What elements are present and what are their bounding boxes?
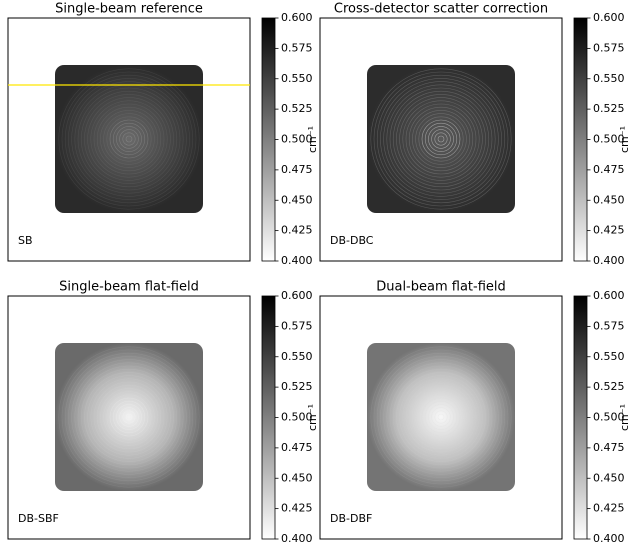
colorbar-tick-label: 0.600 <box>593 289 625 302</box>
colorbar-tick-label: 0.475 <box>593 163 625 176</box>
colorbar-tick-label: 0.550 <box>281 72 313 85</box>
colorbar-tick-label: 0.425 <box>281 224 313 237</box>
colorbar-tick-label: 0.450 <box>281 471 313 484</box>
panel-title: Dual-beam flat-field <box>376 280 506 295</box>
colorbar-tick-label: 0.425 <box>281 502 313 515</box>
colorbar <box>262 296 275 539</box>
colorbar-tick-label: 0.525 <box>281 102 313 115</box>
panel: Dual-beam flat-field DB-DBF 0.400 0.425 0.45… <box>320 280 629 546</box>
colorbar-tick-label: 0.475 <box>281 441 313 454</box>
panel-label: DB-DBC <box>330 234 374 247</box>
panel: Single-beam reference SB 0.400 0.425 0.450 0.… <box>8 2 319 268</box>
colorbar-tick-label: 0.575 <box>593 41 625 54</box>
colorbar-tick-label: 0.525 <box>593 380 625 393</box>
panel-title: Single-beam flat-field <box>59 280 199 295</box>
colorbar-tick-label: 0.600 <box>281 289 313 302</box>
colorbar-tick-label: 0.475 <box>281 163 313 176</box>
colorbar-tick-label: 0.475 <box>593 441 625 454</box>
colorbar-tick-label: 0.450 <box>593 471 625 484</box>
colorbar-tick-label: 0.575 <box>593 319 625 332</box>
colorbar-tick-label: 0.400 <box>281 532 313 545</box>
colorbar-tick-label: 0.450 <box>281 193 313 206</box>
colorbar-tick-label: 0.400 <box>281 254 313 267</box>
phantom-image <box>367 343 515 491</box>
colorbar-tick-label: 0.600 <box>281 11 313 24</box>
figure: Single-beam reference SB 0.400 0.425 0.450 0.… <box>0 0 629 550</box>
phantom-image <box>367 65 515 213</box>
colorbar-label: cm⁻¹ <box>618 126 629 153</box>
colorbar-tick-label: 0.400 <box>593 254 625 267</box>
panel-label: DB-DBF <box>330 512 372 525</box>
panel: Single-beam flat-field DB-SBF 0.400 0.425 0.… <box>8 280 319 546</box>
panel-title: Cross-detector scatter correction <box>334 2 548 17</box>
panel: Cross-detector scatter correction DB-DBC 0… <box>320 2 629 268</box>
colorbar-tick-label: 0.550 <box>593 72 625 85</box>
colorbar-label: cm⁻¹ <box>618 404 629 431</box>
panel-title: Single-beam reference <box>55 2 203 17</box>
colorbar-tick-label: 0.600 <box>593 11 625 24</box>
colorbar <box>262 18 275 261</box>
colorbar-label: cm⁻¹ <box>306 126 319 153</box>
panel-label: DB-SBF <box>18 512 59 525</box>
colorbar-tick-label: 0.450 <box>593 193 625 206</box>
phantom-image <box>55 65 203 213</box>
colorbar-tick-label: 0.525 <box>593 102 625 115</box>
colorbar-tick-label: 0.550 <box>593 350 625 363</box>
panel-label: SB <box>18 234 33 247</box>
colorbar-tick-label: 0.400 <box>593 532 625 545</box>
colorbar <box>574 18 587 261</box>
colorbar-tick-label: 0.425 <box>593 224 625 237</box>
colorbar-label: cm⁻¹ <box>306 404 319 431</box>
colorbar-tick-label: 0.525 <box>281 380 313 393</box>
colorbar-tick-label: 0.575 <box>281 41 313 54</box>
colorbar <box>574 296 587 539</box>
colorbar-tick-label: 0.550 <box>281 350 313 363</box>
colorbar-tick-label: 0.575 <box>281 319 313 332</box>
phantom-image <box>55 343 203 491</box>
colorbar-tick-label: 0.425 <box>593 502 625 515</box>
